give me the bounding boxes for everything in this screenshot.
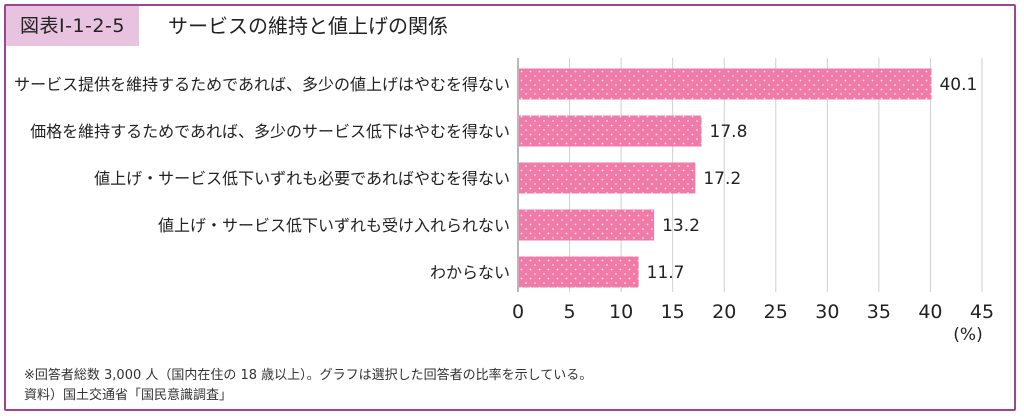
- figure-header: 図表Ⅰ-1-2-5 サービスの維持と値上げの関係: [6, 6, 1014, 46]
- figure-number: 図表Ⅰ-1-2-5: [6, 6, 139, 46]
- value-label: 11.7: [647, 263, 685, 283]
- bar: [519, 256, 639, 288]
- category-label: 値上げ・サービス低下いずれも受け入れられない: [158, 216, 510, 235]
- footnote-source: 資料）国土交通省「国民意識調査」: [24, 388, 233, 403]
- value-label: 17.8: [710, 122, 748, 142]
- value-labels: 40.1 17.8 17.2 13.2 11.7: [647, 75, 978, 283]
- category-label: わからない: [430, 263, 510, 282]
- x-tick-label: 0: [512, 301, 524, 323]
- bar: [519, 209, 655, 241]
- category-label: 価格を維持するためであれば、多少のサービス低下はやむを得ない: [30, 122, 510, 141]
- bars: [519, 68, 932, 288]
- category-label: 値上げ・サービス低下いずれも必要であればやむを得ない: [94, 169, 510, 188]
- value-label: 13.2: [662, 216, 700, 236]
- figure-frame: 図表Ⅰ-1-2-5 サービスの維持と値上げの関係 サービス提供を維持するためであ…: [4, 4, 1016, 411]
- category-labels: サービス提供を維持するためであれば、多少の値上げはやむを得ない価格を維持するため…: [14, 75, 510, 282]
- value-label: 17.2: [703, 169, 741, 189]
- x-tick-label: 40: [918, 301, 942, 323]
- category-label: サービス提供を維持するためであれば、多少の値上げはやむを得ない: [14, 75, 510, 94]
- bar: [519, 115, 702, 147]
- x-tick-label: 5: [564, 301, 576, 323]
- x-tick-label: 45: [970, 301, 994, 323]
- x-tick-label: 15: [661, 301, 685, 323]
- x-axis-unit: (%): [953, 325, 982, 345]
- footnote-respondents: ※回答者総数 3,000 人（国内在住の 18 歳以上）。グラフは選択した回答者…: [24, 368, 593, 383]
- bar: [519, 162, 696, 194]
- bar-chart: サービス提供を維持するためであれば、多少の値上げはやむを得ない価格を維持するため…: [14, 58, 994, 345]
- x-tick-label: 25: [764, 301, 788, 323]
- x-tick-label: 35: [867, 301, 891, 323]
- figure-title: サービスの維持と値上げの関係: [168, 14, 448, 38]
- x-axis-ticks: 0 5 10 15 20 25 30 35 40 45: [512, 301, 994, 323]
- x-tick-label: 20: [712, 301, 736, 323]
- bar: [519, 68, 932, 100]
- value-label: 40.1: [939, 75, 977, 95]
- x-tick-label: 30: [815, 301, 839, 323]
- x-tick-label: 10: [609, 301, 633, 323]
